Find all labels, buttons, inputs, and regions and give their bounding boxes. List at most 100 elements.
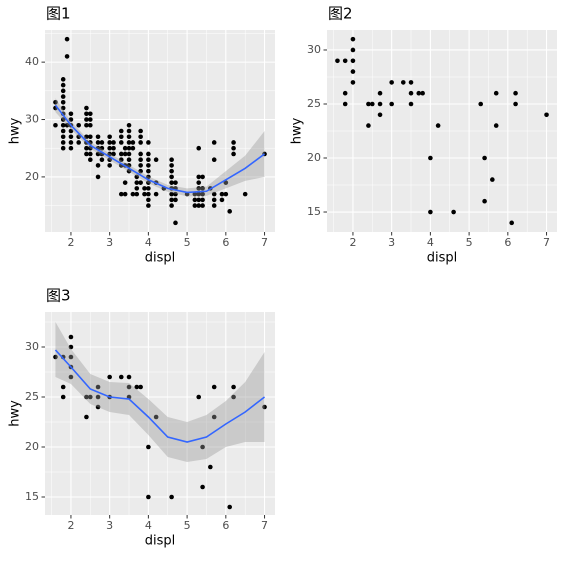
x-tick-label: 7 bbox=[261, 236, 268, 249]
point bbox=[118, 128, 124, 134]
point bbox=[200, 186, 205, 191]
point bbox=[335, 58, 340, 64]
point bbox=[111, 151, 116, 157]
point bbox=[400, 80, 406, 85]
point bbox=[76, 140, 81, 145]
point bbox=[211, 203, 217, 208]
point bbox=[60, 140, 66, 145]
point bbox=[196, 203, 202, 208]
point bbox=[513, 90, 518, 96]
point bbox=[169, 494, 174, 500]
panel: 2 3 4 5 6 7 20 30 40 图1 displ hwy bbox=[8, 5, 275, 266]
point bbox=[68, 117, 74, 122]
x-tick-label: 3 bbox=[106, 236, 113, 249]
x-tick-label: 6 bbox=[222, 236, 229, 249]
point bbox=[60, 394, 66, 400]
point bbox=[134, 384, 140, 390]
y-tick-label: 20 bbox=[307, 151, 321, 164]
point bbox=[146, 180, 151, 185]
y-tick-label: 25 bbox=[25, 390, 39, 403]
point bbox=[68, 140, 74, 145]
x-axis-title: displ bbox=[145, 251, 176, 266]
point bbox=[130, 191, 136, 197]
x-tick-label: 6 bbox=[222, 519, 229, 532]
point bbox=[99, 140, 105, 145]
point bbox=[146, 197, 151, 203]
point bbox=[192, 197, 198, 203]
point bbox=[53, 122, 58, 128]
points bbox=[335, 36, 549, 226]
point bbox=[126, 374, 132, 380]
point bbox=[134, 191, 140, 197]
point bbox=[88, 145, 93, 151]
x-tick-label: 4 bbox=[145, 519, 152, 532]
point bbox=[146, 168, 151, 174]
panel: 2 3 4 5 6 7 15 20 25 30 图2 displ hwy bbox=[290, 5, 557, 266]
point bbox=[169, 157, 174, 162]
point bbox=[146, 186, 151, 191]
point bbox=[138, 128, 143, 134]
point bbox=[122, 151, 128, 157]
point bbox=[366, 101, 371, 107]
point bbox=[138, 151, 143, 157]
point bbox=[370, 101, 375, 107]
point bbox=[350, 47, 356, 53]
chart-title: 图3 bbox=[46, 287, 71, 305]
point bbox=[342, 58, 348, 64]
point bbox=[231, 151, 236, 157]
point bbox=[482, 198, 487, 204]
point bbox=[342, 90, 348, 96]
point bbox=[211, 384, 217, 390]
point bbox=[107, 374, 112, 380]
point bbox=[408, 80, 414, 85]
point bbox=[493, 90, 499, 96]
point bbox=[95, 151, 101, 157]
y-tick-label: 20 bbox=[25, 170, 39, 183]
point bbox=[134, 180, 140, 185]
point bbox=[242, 191, 248, 197]
point bbox=[60, 82, 66, 88]
x-axis-title: displ bbox=[427, 251, 458, 266]
point bbox=[408, 90, 414, 96]
point bbox=[350, 36, 356, 42]
x-tick-label: 2 bbox=[67, 519, 74, 532]
point bbox=[153, 157, 159, 162]
point bbox=[211, 197, 217, 203]
point bbox=[200, 197, 205, 203]
chart-title: 图1 bbox=[46, 5, 71, 23]
point bbox=[134, 186, 140, 191]
point bbox=[99, 157, 105, 162]
point bbox=[88, 111, 93, 117]
point bbox=[84, 117, 89, 122]
point bbox=[428, 155, 433, 161]
point bbox=[196, 197, 202, 203]
point bbox=[64, 36, 70, 42]
point bbox=[107, 140, 112, 145]
point bbox=[118, 374, 124, 380]
point bbox=[118, 157, 124, 162]
point bbox=[146, 140, 151, 145]
confidence-band bbox=[55, 322, 265, 462]
x-tick-label: 5 bbox=[184, 236, 191, 249]
point bbox=[60, 128, 66, 134]
point bbox=[146, 444, 151, 450]
point bbox=[146, 203, 151, 208]
points bbox=[53, 36, 267, 226]
x-tick-label: 4 bbox=[427, 236, 434, 249]
point bbox=[169, 197, 174, 203]
point bbox=[146, 157, 151, 162]
point bbox=[95, 140, 101, 145]
point bbox=[196, 394, 202, 400]
point bbox=[420, 90, 425, 96]
x-tick-label: 2 bbox=[349, 236, 356, 249]
point bbox=[122, 145, 128, 151]
x-tick-label: 3 bbox=[106, 519, 113, 532]
point bbox=[118, 140, 124, 145]
y-tick-label: 15 bbox=[307, 205, 321, 218]
point bbox=[200, 191, 205, 197]
point bbox=[68, 145, 74, 151]
point bbox=[76, 122, 81, 128]
point bbox=[153, 191, 159, 197]
point bbox=[173, 197, 178, 203]
point bbox=[146, 191, 151, 197]
